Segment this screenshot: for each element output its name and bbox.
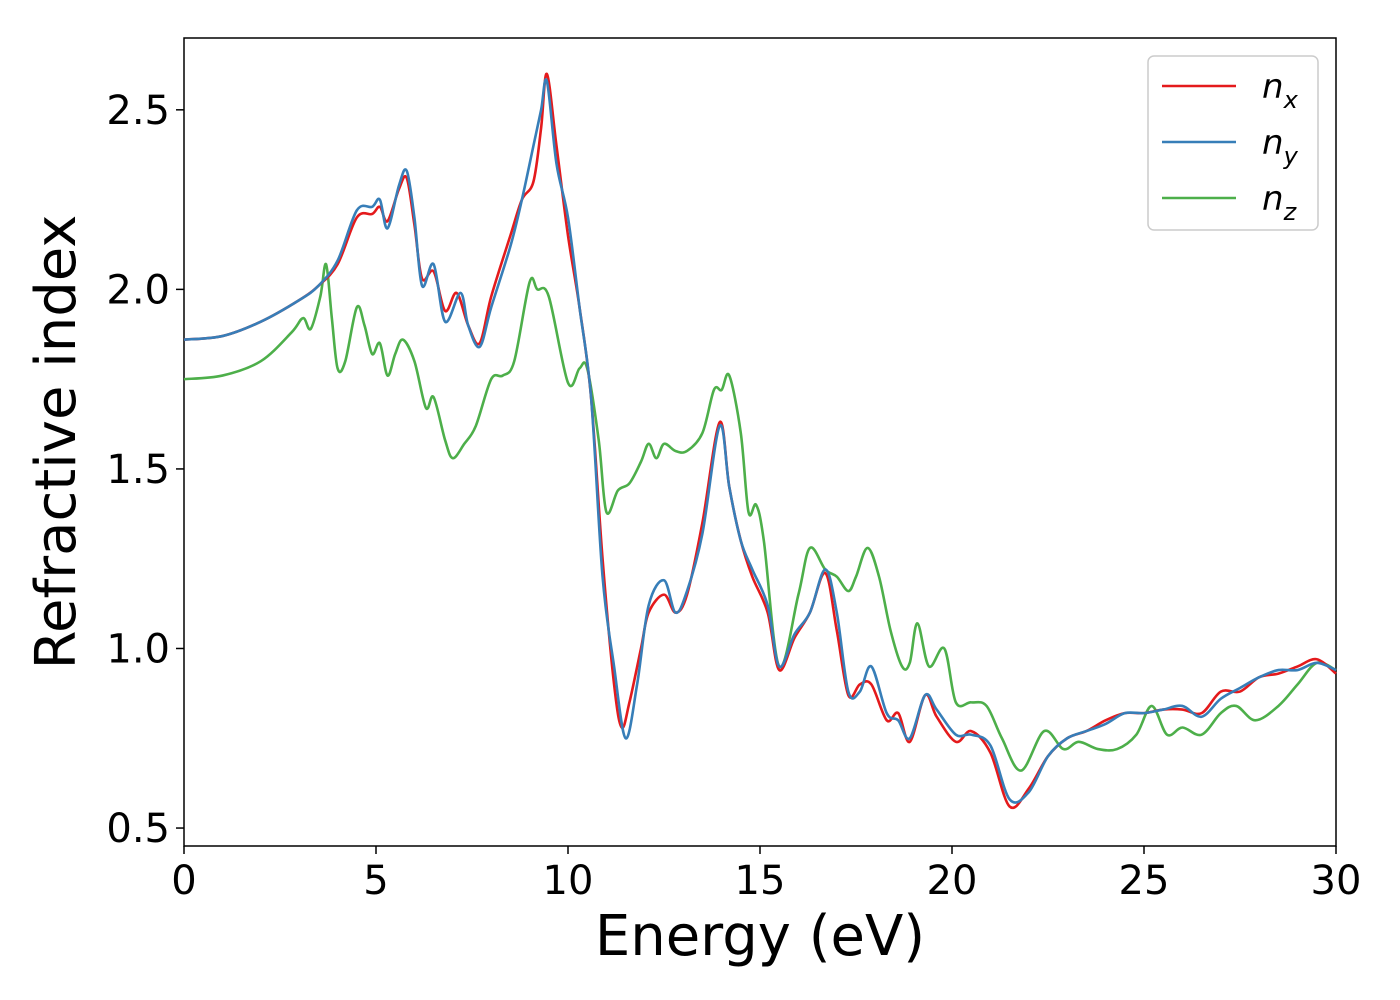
x-tick-label: 25 [1119, 858, 1170, 904]
legend-label-nz: nz [1262, 179, 1298, 226]
x-tick-label: 30 [1311, 858, 1362, 904]
x-tick-label: 0 [171, 858, 196, 904]
y-tick-label: 1.0 [106, 626, 170, 672]
x-tick-label: 15 [735, 858, 786, 904]
x-tick-label: 10 [543, 858, 594, 904]
legend-label-nx: nx [1262, 67, 1299, 114]
x-axis-title: Energy (eV) [595, 904, 925, 969]
y-tick-label: 0.5 [106, 806, 170, 852]
y-tick-label: 1.5 [106, 447, 170, 493]
legend-label-base: n [1262, 179, 1284, 219]
legend-label-subscript: x [1283, 86, 1299, 114]
x-tick-label: 5 [363, 858, 388, 904]
y-tick-label: 2.0 [106, 267, 170, 313]
series-line-ny [183, 78, 1337, 804]
plot-area [183, 37, 1337, 847]
legend-label-subscript: z [1283, 198, 1298, 226]
y-axis-title: Refractive index [24, 215, 89, 670]
x-tick-label: 20 [927, 858, 978, 904]
y-axis: 0.5 1.0 1.5 2.0 2.5 [106, 88, 184, 852]
x-axis: 0 5 10 15 20 25 30 [171, 846, 1361, 904]
legend-label-ny: ny [1262, 123, 1299, 170]
legend-label-base: n [1262, 123, 1284, 163]
series-line-nz [183, 262, 1337, 772]
y-tick-label: 2.5 [106, 88, 170, 134]
legend-label-base: n [1262, 67, 1284, 107]
legend-label-subscript: y [1283, 142, 1299, 170]
series-lines [183, 72, 1337, 810]
